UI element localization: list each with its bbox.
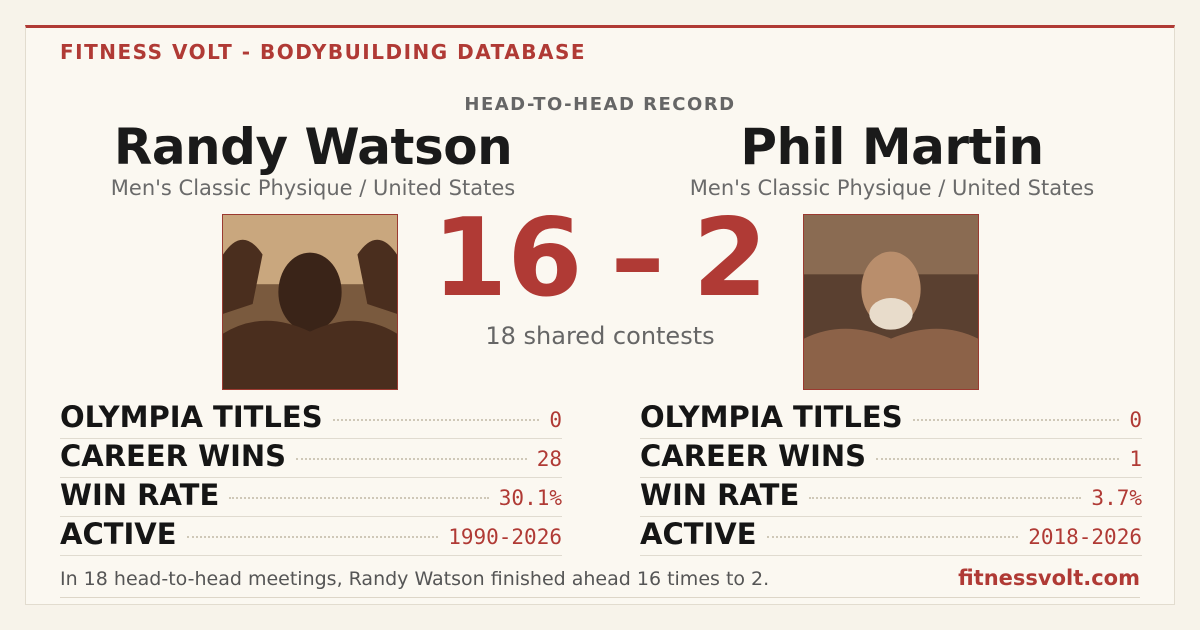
dot-leader [332, 419, 540, 421]
stat-value: 30.1% [498, 486, 562, 510]
stat-row: ACTIVE 2018-2026 [640, 517, 1142, 556]
score-separator: – [610, 196, 665, 321]
athlete-name: Phil Martin [740, 118, 1044, 176]
stat-label: ACTIVE [640, 517, 757, 551]
score-caption: 18 shared contests [485, 322, 715, 350]
stat-value: 28 [536, 447, 562, 471]
dot-leader [186, 536, 439, 538]
athlete-photo [803, 214, 979, 390]
score: 16–2 [0, 196, 1200, 321]
stat-row: OLYMPIA TITLES 0 [60, 400, 562, 439]
brand: FITNESS VOLT - BODYBUILDING DATABASE [60, 40, 587, 64]
card-frame [25, 25, 1175, 605]
stat-label: CAREER WINS [640, 439, 867, 473]
athlete-division: Men's Classic Physique / United States [110, 176, 516, 200]
stat-row: WIN RATE 3.7% [640, 478, 1142, 517]
stat-value: 1990-2026 [448, 525, 562, 549]
stat-label: WIN RATE [60, 478, 220, 512]
stat-row: WIN RATE 30.1% [60, 478, 562, 517]
dot-leader [912, 419, 1120, 421]
score-left: 16 [432, 196, 583, 321]
stat-row: ACTIVE 1990-2026 [60, 517, 562, 556]
stat-value: 0 [1129, 408, 1142, 432]
stat-row: OLYMPIA TITLES 0 [640, 400, 1142, 439]
stat-label: ACTIVE [60, 517, 177, 551]
stat-value: 1 [1129, 447, 1142, 471]
stat-value: 0 [549, 408, 562, 432]
stat-value: 2018-2026 [1028, 525, 1142, 549]
stats-table: OLYMPIA TITLES 0 CAREER WINS 1 WIN RATE 3.7% A… [640, 400, 1142, 556]
athlete-division: Men's Classic Physique / United States [689, 176, 1095, 200]
score-right: 2 [692, 196, 768, 321]
kicker: HEAD-TO-HEAD RECORD [464, 94, 736, 115]
dot-leader [766, 536, 1019, 538]
stat-label: OLYMPIA TITLES [60, 400, 323, 434]
stat-row: CAREER WINS 1 [640, 439, 1142, 478]
site-link[interactable]: fitnessvolt.com [958, 566, 1140, 590]
stat-value: 3.7% [1091, 486, 1142, 510]
dot-leader [296, 458, 527, 460]
footer-rule [60, 597, 1140, 598]
stat-row: CAREER WINS 28 [60, 439, 562, 478]
athlete-photo [222, 214, 398, 390]
dot-leader [229, 497, 489, 499]
stat-label: OLYMPIA TITLES [640, 400, 903, 434]
stats-table: OLYMPIA TITLES 0 CAREER WINS 28 WIN RATE 30.1… [60, 400, 562, 556]
summary: In 18 head-to-head meetings, Randy Watso… [60, 568, 770, 590]
dot-leader [809, 497, 1082, 499]
dot-leader [876, 458, 1120, 460]
stat-label: CAREER WINS [60, 439, 287, 473]
athlete-name: Randy Watson [113, 118, 513, 176]
stat-label: WIN RATE [640, 478, 800, 512]
